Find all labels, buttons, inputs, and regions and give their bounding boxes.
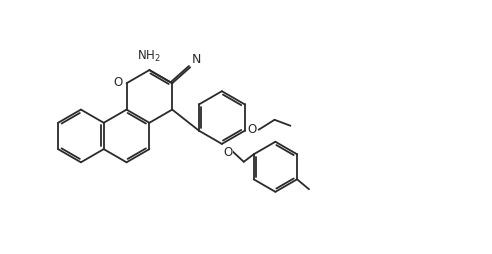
Text: O: O [224, 146, 233, 159]
Text: O: O [113, 76, 123, 89]
Text: O: O [247, 123, 257, 136]
Text: NH$_2$: NH$_2$ [137, 49, 161, 64]
Text: N: N [192, 53, 201, 66]
